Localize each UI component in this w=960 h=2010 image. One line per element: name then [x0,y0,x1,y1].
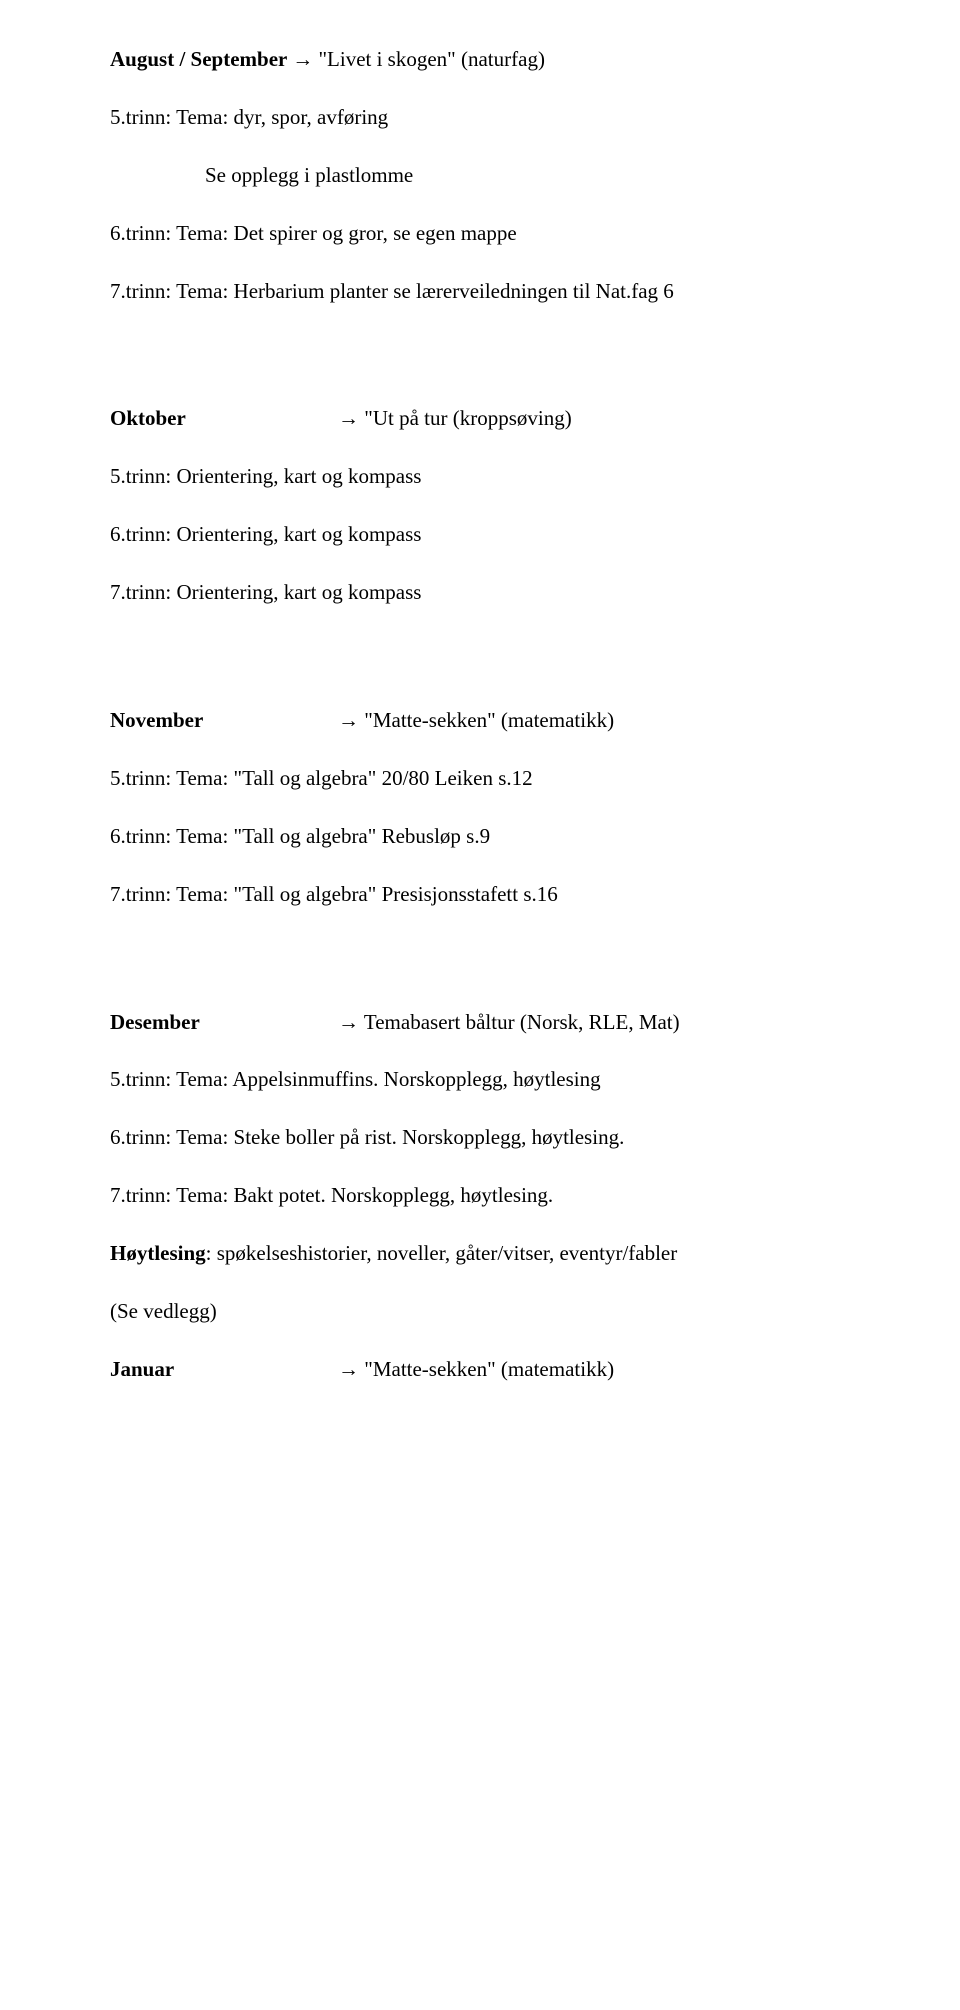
section4-line4a: Høytlesing [110,1241,206,1265]
section2-heading-text: "Ut på tur (kroppsøving) [359,406,572,430]
section4-line5: (Se vedlegg) [110,1292,960,1332]
section1-line4: 7.trinn: Tema: Herbarium planter se lære… [110,272,960,312]
section4-line1: 5.trinn: Tema: Appelsinmuffins. Norskopp… [110,1060,960,1100]
arrow-icon: → [338,1357,359,1381]
section2-label: Oktober [110,399,250,439]
section3-line2: 6.trinn: Tema: "Tall og algebra" Rebuslø… [110,817,960,857]
section4-label: Desember [110,1003,250,1043]
section1-title-prefix: August / September [110,47,292,71]
arrow-icon: → [338,406,359,430]
arrow-icon: → [338,708,359,732]
section1-heading: August / September → "Livet i skogen" (n… [110,40,960,80]
section4-heading: Desember → Temabasert båltur (Norsk, RLE… [110,1003,960,1043]
section1-line3: 6.trinn: Tema: Det spirer og gror, se eg… [110,214,960,254]
section3-heading: November → "Matte-sekken" (matematikk) [110,701,960,741]
section2-heading: Oktober → "Ut på tur (kroppsøving) [110,399,960,439]
section3-line3: 7.trinn: Tema: "Tall og algebra" Presisj… [110,875,960,915]
section4-heading-text: Temabasert båltur (Norsk, RLE, Mat) [359,1010,680,1034]
section4-line2: 6.trinn: Tema: Steke boller på rist. Nor… [110,1118,960,1158]
section3-label: November [110,701,250,741]
section1-title-suffix: "Livet i skogen" (naturfag) [313,47,545,71]
section5-heading-text: "Matte-sekken" (matematikk) [359,1357,614,1381]
section3-line1: 5.trinn: Tema: "Tall og algebra" 20/80 L… [110,759,960,799]
section2-line2: 6.trinn: Orientering, kart og kompass [110,515,960,555]
section4-line3: 7.trinn: Tema: Bakt potet. Norskopplegg,… [110,1176,960,1216]
arrow-icon: → [292,47,313,71]
section1-line2: Se opplegg i plastlomme [110,156,960,196]
section4-line4b: : spøkelseshistorier, noveller, gåter/vi… [206,1241,678,1265]
arrow-icon: → [338,1010,359,1034]
section5-heading: Januar → "Matte-sekken" (matematikk) [110,1350,960,1390]
section4-line4: Høytlesing: spøkelseshistorier, noveller… [110,1234,960,1274]
section1-line1: 5.trinn: Tema: dyr, spor, avføring [110,98,960,138]
section5-label: Januar [110,1350,250,1390]
section2-line1: 5.trinn: Orientering, kart og kompass [110,457,960,497]
section2-line3: 7.trinn: Orientering, kart og kompass [110,573,960,613]
section3-heading-text: "Matte-sekken" (matematikk) [359,708,614,732]
